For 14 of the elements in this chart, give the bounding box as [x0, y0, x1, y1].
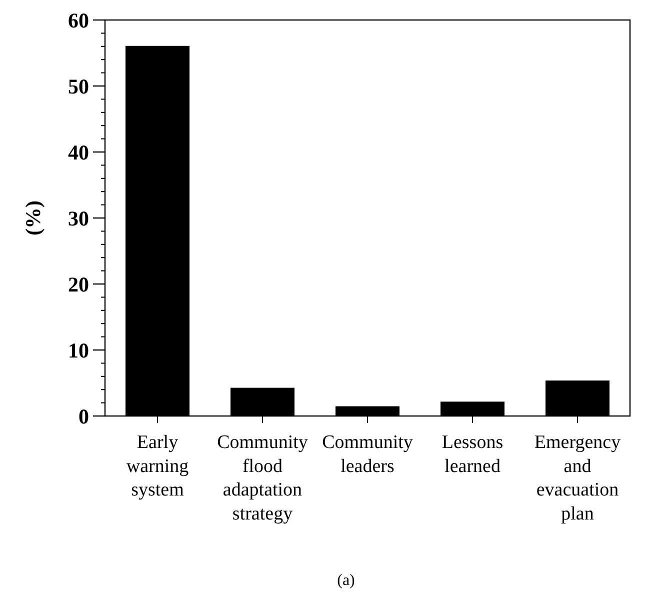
y-tick-label: 40 [68, 140, 89, 164]
y-tick-label: 10 [68, 338, 89, 362]
x-tick-label: Community leaders [322, 432, 414, 477]
x-tick-label: Community flood adaptation strategy [217, 432, 308, 524]
y-tick-label: 30 [68, 206, 89, 230]
text: (a) [337, 572, 355, 589]
x-tick-label: Early warning system [126, 432, 190, 500]
x-tick-label: Lessons learned [442, 432, 504, 477]
y-tick-label: 0 [78, 404, 89, 428]
y-tick-label: 60 [68, 8, 89, 32]
y-tick-label: 50 [68, 74, 89, 98]
y-axis-title: (%) [21, 200, 45, 236]
x-tick-label: Emergency and evacuation plan [534, 432, 622, 524]
y-tick-label: 20 [68, 272, 89, 296]
